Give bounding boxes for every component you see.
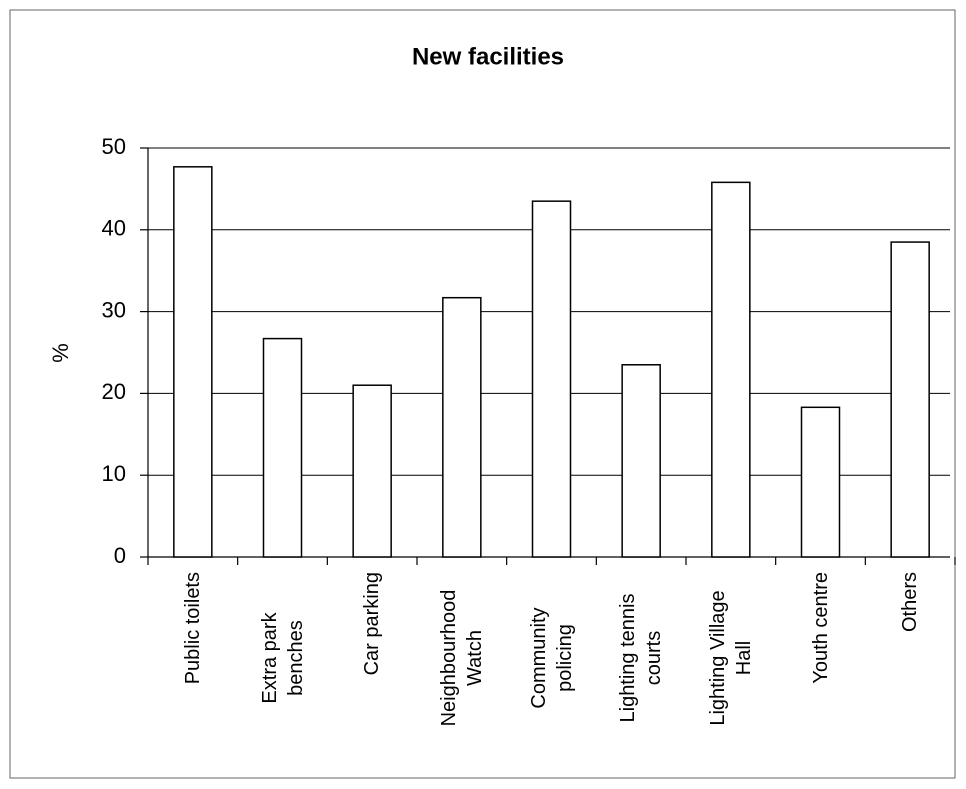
- x-tick-label-text: Neighbourhood Watch: [437, 589, 486, 727]
- bar: [531, 200, 572, 558]
- x-tick-label: Neighbourhood Watch: [430, 572, 494, 744]
- x-tick-label-text: Car parking: [361, 572, 384, 676]
- x-tick-label: Lighting Village Hall: [699, 572, 763, 744]
- x-tick-label: Youth centre: [789, 572, 853, 744]
- bar: [352, 384, 392, 558]
- bar: [173, 166, 213, 558]
- x-tick-label-text: Community policing: [527, 607, 576, 709]
- x-tick-label: Lighting tennis courts: [609, 572, 673, 744]
- chart-title: New facilities: [412, 43, 564, 70]
- x-tick-label-text: Lighting tennis courts: [617, 593, 666, 723]
- x-tick-label-text: Others: [899, 572, 922, 633]
- bar: [890, 241, 930, 558]
- y-tick-label: 10: [102, 461, 126, 486]
- y-tick-label: 0: [114, 543, 126, 568]
- x-tick-label-text: Extra park benches: [258, 612, 307, 704]
- x-tick-label: Public toilets: [161, 572, 225, 744]
- x-tick-label: Car parking: [340, 572, 404, 744]
- x-tick-label: Extra park benches: [251, 572, 315, 744]
- y-tick-label: 50: [102, 134, 126, 159]
- y-tick-label: 30: [102, 297, 126, 322]
- bar: [711, 181, 751, 558]
- y-tick-label: 20: [102, 379, 126, 404]
- bar: [262, 337, 303, 558]
- x-tick-label-text: Public toilets: [181, 572, 204, 685]
- x-tick-label-text: Lighting Village Hall: [706, 590, 755, 726]
- chart-frame: [9, 9, 956, 779]
- x-tick-label: Others: [878, 572, 942, 744]
- y-axis-label: %: [48, 343, 73, 363]
- x-tick-label: Community policing: [520, 572, 584, 744]
- bar: [800, 406, 841, 558]
- x-tick-label-text: Youth centre: [809, 572, 832, 684]
- bar: [442, 296, 482, 558]
- y-tick-label: 40: [102, 216, 126, 241]
- bar: [621, 364, 661, 558]
